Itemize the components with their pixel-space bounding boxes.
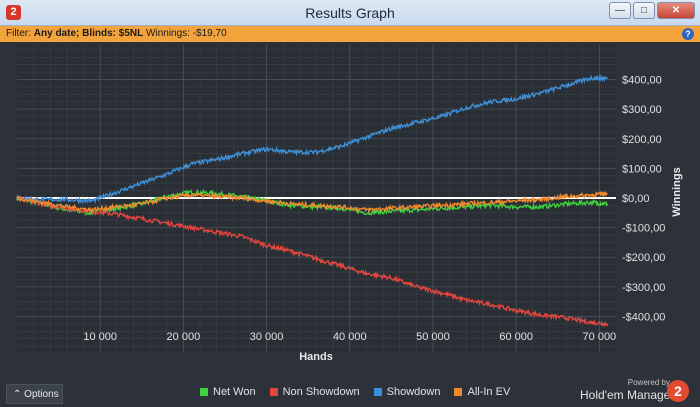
options-label: Options: [24, 389, 59, 400]
x-tick-label: 20 000: [167, 331, 201, 343]
x-tick-label: 30 000: [250, 331, 284, 343]
y-tick-label: $100,00: [622, 163, 662, 175]
legend-item-showdown[interactable]: Showdown: [373, 386, 441, 398]
chart-legend: Net Won Non Showdown Showdown All-In EV: [200, 386, 510, 398]
window-title: Results Graph: [305, 5, 395, 21]
filter-blinds: Blinds: $5NL: [82, 28, 144, 39]
legend-label: Net Won: [213, 386, 256, 398]
y-axis-label: Winnings: [671, 167, 683, 216]
y-tick-label: -$300,00: [622, 282, 665, 294]
powered-by-text: Powered by: [627, 378, 670, 387]
y-tick-label: $400,00: [622, 75, 662, 87]
y-axis-ticks: $400,00 $300,00 $200,00 $100,00 $0,00 -$100,0…: [622, 75, 665, 324]
close-button[interactable]: ✕: [657, 2, 695, 19]
filter-label: Filter:: [6, 28, 31, 39]
series-line-showdown: [16, 73, 608, 205]
x-tick-label: 50 000: [416, 331, 450, 343]
maximize-button[interactable]: □: [633, 2, 655, 19]
x-tick-label: 60 000: [499, 331, 533, 343]
brand-logo-icon: 2: [667, 380, 689, 402]
app-logo-icon: 2: [6, 5, 21, 20]
grid: [17, 44, 616, 352]
filter-winnings-value: -$19,70: [192, 28, 227, 39]
legend-label: Showdown: [386, 386, 441, 398]
y-tick-label: -$200,00: [622, 252, 665, 264]
filter-date: Any date;: [33, 28, 80, 39]
results-chart: 10 000 20 000 30 000 40 000 50 000 60 000 70 0…: [16, 44, 683, 363]
minimize-button[interactable]: —: [609, 2, 631, 19]
legend-label: Non Showdown: [282, 386, 360, 398]
y-tick-label: $200,00: [622, 134, 662, 146]
y-tick-label: $300,00: [622, 104, 662, 116]
filter-bar: Filter: Any date; Blinds: $5NL Winnings:…: [0, 26, 700, 42]
series-line-all-in-ev: [16, 190, 608, 215]
series-line-non-showdown: [16, 196, 609, 328]
legend-label: All-In EV: [467, 386, 511, 398]
series-group: [16, 73, 609, 328]
help-icon[interactable]: ?: [682, 28, 694, 40]
title-bar[interactable]: 2 Results Graph — □ ✕: [0, 0, 700, 26]
x-axis-label: Hands: [299, 351, 333, 363]
legend-item-all-in-ev[interactable]: All-In EV: [454, 386, 510, 398]
legend-item-non-showdown[interactable]: Non Showdown: [269, 386, 360, 398]
legend-swatch: [373, 388, 382, 396]
legend-item-net-won[interactable]: Net Won: [200, 386, 256, 398]
x-tick-label: 70 000: [583, 331, 617, 343]
y-tick-label: -$400,00: [622, 311, 665, 323]
x-tick-label: 10 000: [83, 331, 117, 343]
filter-winnings-label: Winnings:: [146, 28, 190, 39]
y-tick-label: $0,00: [622, 193, 650, 205]
brand-name: Hold'em Manager: [580, 388, 675, 402]
x-axis-ticks: 10 000 20 000 30 000 40 000 50 000 60 000 70 0…: [83, 331, 616, 343]
y-tick-label: -$100,00: [622, 223, 665, 235]
legend-swatch: [200, 388, 208, 396]
legend-swatch: [269, 388, 278, 396]
options-button[interactable]: ⌃ Options: [6, 384, 63, 404]
x-tick-label: 40 000: [333, 331, 367, 343]
legend-swatch: [454, 388, 463, 396]
